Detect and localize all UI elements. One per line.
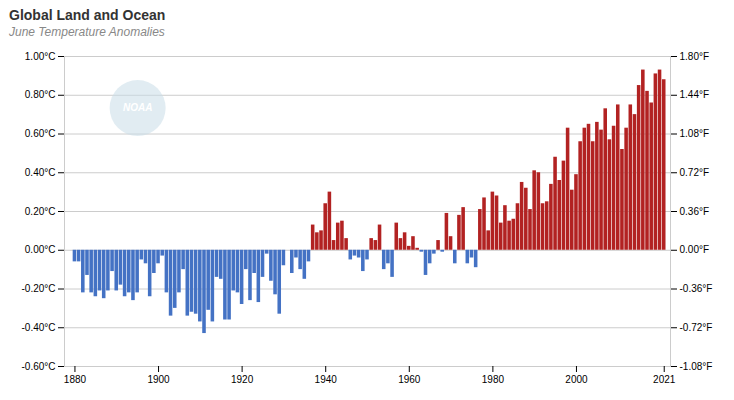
html-text:Global Land and Ocean: Global Land and Ocean [9, 7, 166, 23]
svg-text:0.40°C: 0.40°C [25, 167, 56, 178]
html-text:June Temperature Anomalies: June Temperature Anomalies [9, 25, 165, 39]
svg-text:0.20°C: 0.20°C [25, 206, 56, 217]
svg-text:NOAA: NOAA [123, 102, 152, 113]
svg-text:1880: 1880 [64, 374, 87, 385]
svg-text:1920: 1920 [231, 374, 254, 385]
svg-text:1980: 1980 [482, 374, 505, 385]
svg-text:0.36°F: 0.36°F [680, 206, 710, 217]
svg-text:1940: 1940 [315, 374, 338, 385]
svg-text:1.08°F: 1.08°F [680, 128, 710, 139]
svg-text:0.00°C: 0.00°C [25, 244, 56, 255]
svg-text:0.80°C: 0.80°C [25, 89, 56, 100]
svg-text:-0.60°C: -0.60°C [21, 361, 55, 372]
svg-text:1900: 1900 [147, 374, 170, 385]
svg-text:1960: 1960 [398, 374, 421, 385]
svg-text:-1.08°F: -1.08°F [680, 361, 713, 372]
svg-text:2000: 2000 [565, 374, 588, 385]
svg-text:0.60°C: 0.60°C [25, 128, 56, 139]
svg-text:1.44°F: 1.44°F [680, 89, 710, 100]
svg-text:0.72°F: 0.72°F [680, 167, 710, 178]
svg-text:-0.40°C: -0.40°C [21, 322, 55, 333]
svg-text:1.80°F: 1.80°F [680, 51, 710, 62]
svg-text:-0.36°F: -0.36°F [680, 283, 713, 294]
svg-text:1.00°C: 1.00°C [25, 51, 56, 62]
svg-text:-0.72°F: -0.72°F [680, 322, 713, 333]
svg-text:0.00°F: 0.00°F [680, 244, 710, 255]
svg-text:-0.20°C: -0.20°C [21, 283, 55, 294]
svg-text:2021: 2021 [653, 374, 676, 385]
